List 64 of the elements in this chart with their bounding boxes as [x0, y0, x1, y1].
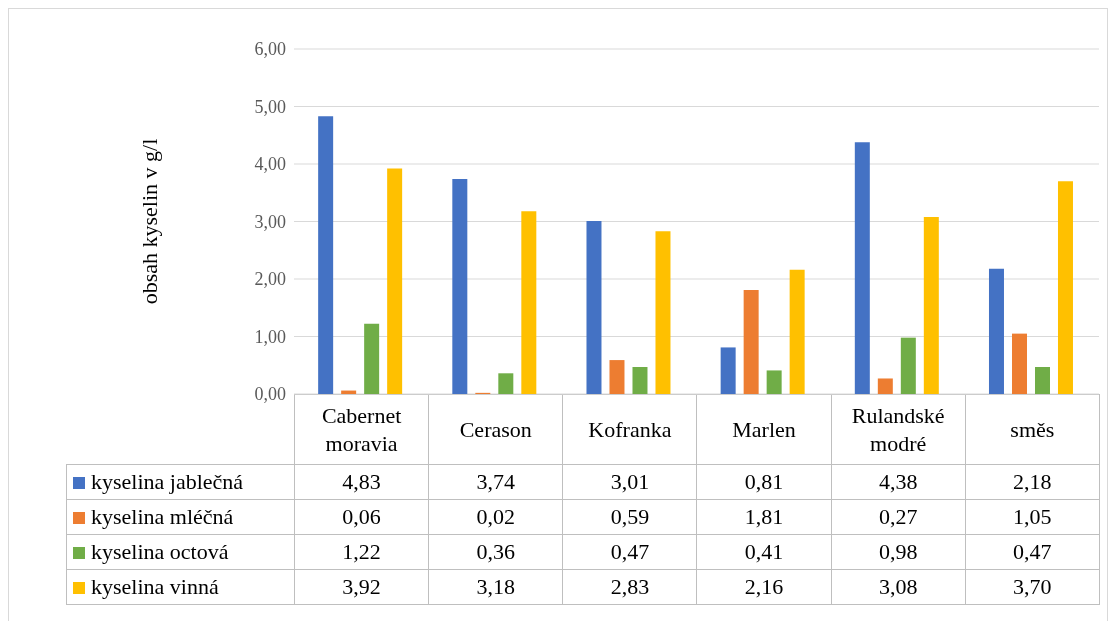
data-label: 2,16: [696, 569, 832, 605]
data-label: 3,92: [294, 569, 429, 605]
legend-label: kyselina jablečná: [66, 464, 295, 500]
x-tick-label: Rulandské modré: [831, 394, 966, 465]
bar: [766, 370, 782, 394]
data-label: 3,18: [428, 569, 563, 605]
data-label: 0,06: [294, 499, 429, 535]
bar: [877, 378, 893, 394]
data-label: 0,98: [831, 534, 966, 570]
data-label: 2,18: [965, 464, 1100, 500]
bar: [609, 360, 625, 394]
bar: [586, 220, 602, 394]
y-tick-label: 2,00: [254, 269, 286, 290]
data-label: 0,02: [428, 499, 563, 535]
bar: [1011, 333, 1027, 394]
bar: [452, 178, 468, 394]
data-label: 4,83: [294, 464, 429, 500]
x-tick-label: Cabernet moravia: [294, 394, 429, 465]
bar: [900, 337, 916, 394]
bar: [364, 323, 380, 394]
data-label: 3,08: [831, 569, 966, 605]
x-tick-label: Cerason: [428, 394, 563, 465]
data-label: 3,70: [965, 569, 1100, 605]
data-label: 1,05: [965, 499, 1100, 535]
bar: [854, 142, 870, 394]
y-tick-label: 5,00: [254, 96, 286, 117]
bar: [720, 347, 736, 394]
data-label: 1,81: [696, 499, 832, 535]
legend-label: kyselina octová: [66, 534, 295, 570]
bar: [988, 268, 1004, 394]
bar: [655, 231, 671, 394]
bar: [632, 366, 648, 394]
bar: [498, 373, 514, 394]
data-label: 0,27: [831, 499, 966, 535]
data-label: 2,83: [562, 569, 697, 605]
data-label: 0,41: [696, 534, 832, 570]
x-tick-label: směs: [965, 394, 1100, 465]
bar: [789, 269, 805, 394]
data-label: 0,81: [696, 464, 832, 500]
bar: [1034, 366, 1050, 394]
data-label: 4,38: [831, 464, 966, 500]
y-tick-label: 0,00: [254, 384, 286, 405]
y-tick-label: 1,00: [254, 326, 286, 347]
data-label: 0,47: [965, 534, 1100, 570]
legend-label: kyselina mléčná: [66, 499, 295, 535]
bar: [923, 216, 939, 394]
bar: [743, 289, 759, 394]
bar: [521, 211, 537, 394]
data-label: 3,01: [562, 464, 697, 500]
data-label: 0,59: [562, 499, 697, 535]
data-label: 0,47: [562, 534, 697, 570]
bar: [1057, 181, 1073, 394]
legend-label: kyselina vinná: [66, 569, 295, 605]
data-label: 1,22: [294, 534, 429, 570]
x-tick-label: Marlen: [696, 394, 832, 465]
y-tick-label: 3,00: [254, 211, 286, 232]
data-label: 3,74: [428, 464, 563, 500]
y-axis-title: obsah kyselin v g/l: [137, 138, 163, 305]
bar: [318, 116, 334, 394]
y-tick-label: 6,00: [254, 39, 286, 60]
x-tick-label: Kofranka: [562, 394, 697, 465]
bar: [387, 168, 403, 394]
y-tick-label: 4,00: [254, 154, 286, 175]
data-label: 0,36: [428, 534, 563, 570]
